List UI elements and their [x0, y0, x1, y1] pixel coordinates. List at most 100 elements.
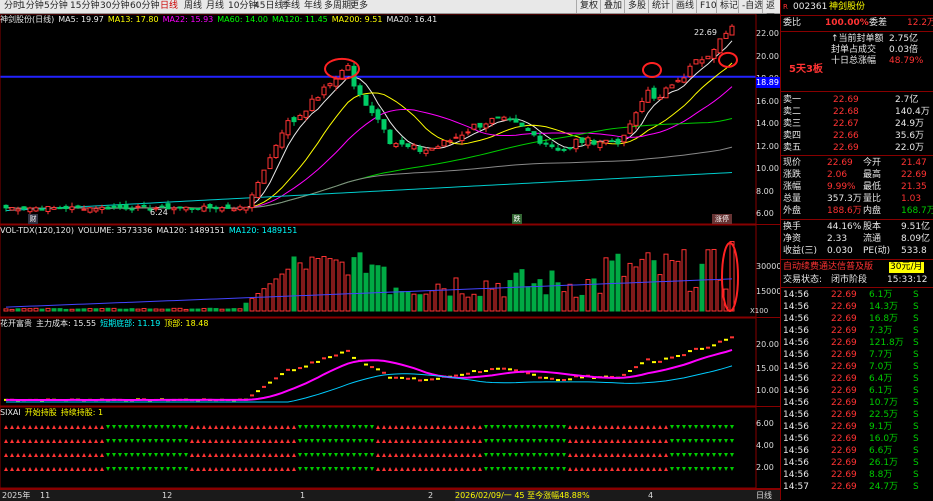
signal-arrow	[76, 425, 80, 429]
signal-arrow	[148, 467, 152, 471]
tick-row: 14:56 22.69 16.0万 S	[781, 434, 933, 445]
order-price: 22.69	[833, 143, 859, 153]
finance-marker[interactable]: 财	[28, 214, 38, 224]
tick-volume: 16.8万	[869, 314, 899, 324]
tick-side: S	[913, 482, 919, 492]
period-tab-3[interactable]: 15分钟	[70, 1, 100, 11]
signal-arrow	[94, 453, 98, 457]
order-volume: 140.4万	[895, 107, 930, 117]
signal-arrow	[502, 453, 506, 457]
period-tab-13[interactable]: 多周期	[324, 1, 352, 11]
tool-button-3[interactable]: 统计	[648, 0, 670, 13]
period-tab-2[interactable]: 5分钟	[44, 1, 68, 11]
tick-price: 22.69	[831, 326, 857, 336]
candle-body	[183, 206, 189, 211]
candle-body	[519, 122, 525, 127]
volume-bar	[543, 294, 549, 312]
indicator-pane-1[interactable]: 花开富贵 主力成本: 15.55 短期底部: 11.19 顶部: 18.48 20.0…	[0, 318, 780, 407]
candle-body	[441, 139, 447, 147]
signal-arrow	[568, 439, 572, 443]
signal-arrow	[286, 467, 290, 471]
period-tab-9[interactable]: 10分钟	[228, 1, 258, 11]
volume-pane[interactable]: VOL-TDX(120,120) VOLUME: 3573336 MA120: 14…	[0, 225, 781, 318]
signal-arrow	[448, 453, 452, 457]
fall-marker[interactable]: 跌	[512, 214, 522, 224]
volume-highlight	[721, 242, 739, 312]
axis-tick: 6.00	[756, 419, 774, 428]
period-tab-14[interactable]: 更多	[350, 1, 369, 11]
signal-arrow	[436, 439, 440, 443]
volume-bar	[63, 308, 69, 312]
volume-bar	[567, 283, 573, 312]
signal-arrow	[40, 425, 44, 429]
tool-button-1[interactable]: 叠加	[600, 0, 622, 13]
tool-button-7[interactable]: -自选	[738, 0, 763, 13]
tick-volume: 22.5万	[869, 410, 899, 420]
signal-arrow	[670, 425, 674, 429]
period-label[interactable]: 日线	[756, 491, 772, 500]
ind1-bar	[538, 376, 542, 379]
tool-button-0[interactable]: 复权	[576, 0, 598, 13]
volume-bar	[141, 308, 147, 312]
volume-bar	[603, 257, 609, 312]
candle-body	[501, 116, 507, 121]
volume-chart[interactable]	[0, 225, 780, 317]
main-cost-line	[5, 349, 733, 402]
ind1-bar	[550, 377, 554, 380]
period-tab-4[interactable]: 30分钟	[100, 1, 130, 11]
signal-arrow	[466, 439, 470, 443]
tool-button-4[interactable]: 画线	[672, 0, 694, 13]
signal-arrow	[202, 453, 206, 457]
tick-volume: 7.7万	[869, 350, 893, 360]
signal-arrow	[382, 439, 386, 443]
tool-button-2[interactable]: 多股	[624, 0, 646, 13]
promo-banner[interactable]: 自动续费通达信普及版 30元/月	[781, 262, 933, 273]
signal-arrow	[640, 453, 644, 457]
period-tab-10[interactable]: 45日线	[254, 1, 284, 11]
signal-arrow	[598, 453, 602, 457]
signal-arrow	[316, 467, 320, 471]
signal-arrow	[286, 453, 290, 457]
period-tab-12[interactable]: 年线	[304, 1, 323, 11]
period-tab-5[interactable]: 60分钟	[130, 1, 160, 11]
ind1-bar	[604, 375, 608, 378]
order-price: 22.66	[833, 131, 859, 141]
candlestick-pane[interactable]: 神剑股份(日线) MA5: 19.97 MA13: 17.80 MA22: 15.93…	[0, 14, 780, 225]
signal-arrow	[400, 439, 404, 443]
candle-body	[57, 207, 63, 210]
tool-button-8[interactable]: 返回	[762, 0, 780, 24]
axis-tick: 15.00	[756, 364, 779, 373]
tick-price: 22.69	[831, 410, 857, 420]
signal-arrow	[28, 425, 32, 429]
tick-volume: 6.6万	[869, 446, 893, 456]
ind1-bar	[730, 336, 734, 339]
limit-up-marker[interactable]: 涨停	[712, 214, 732, 224]
signal-arrow	[436, 467, 440, 471]
signal-arrow	[316, 439, 320, 443]
signal-arrow	[382, 425, 386, 429]
indicator1-chart[interactable]	[0, 318, 780, 406]
period-tab-7[interactable]: 周线	[184, 1, 203, 11]
candle-body	[99, 206, 105, 211]
tick-volume: 16.0万	[869, 434, 899, 444]
signal-arrow	[388, 439, 392, 443]
period-tab-11[interactable]: 季线	[282, 1, 301, 11]
signal-arrow	[664, 453, 668, 457]
indicator2-chart[interactable]	[0, 407, 780, 488]
signal-arrow	[496, 439, 500, 443]
signal-arrow	[604, 425, 608, 429]
ind1-bar	[280, 373, 284, 376]
candlestick-chart[interactable]	[0, 14, 780, 224]
period-tab-8[interactable]: 月线	[206, 1, 225, 11]
period-tab-1[interactable]: 1分钟	[20, 1, 44, 11]
signal-arrow	[226, 425, 230, 429]
indicator-pane-2[interactable]: SIXAI 开始持股 持续持股: 1 6.00 4.00 2.00	[0, 407, 780, 489]
volume-unit: X100	[750, 307, 769, 315]
period-tab-0[interactable]: 分时	[4, 1, 23, 11]
tool-button-5[interactable]: F10	[696, 0, 717, 13]
legend-item: MA13: 17.80	[107, 15, 159, 24]
signal-arrow	[292, 467, 296, 471]
tool-button-6[interactable]: 标记	[716, 0, 738, 13]
volume-bar	[123, 308, 129, 312]
period-tab-6[interactable]: 日线	[160, 1, 179, 11]
